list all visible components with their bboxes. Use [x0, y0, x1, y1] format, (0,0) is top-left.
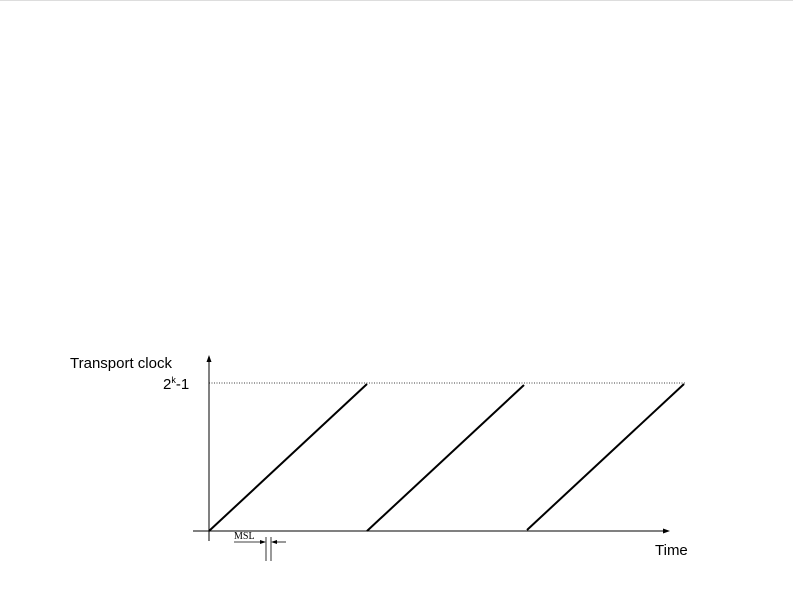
x-axis-arrowhead [663, 528, 670, 534]
msl-gap-marker: MSL [234, 531, 286, 561]
max-value-base: 2 [163, 376, 171, 393]
msl-label: MSL [234, 531, 255, 542]
y-axis-arrowhead [206, 355, 212, 362]
axes [193, 355, 670, 541]
max-value-label: 2k-1 [163, 375, 189, 393]
msl-left-arrowhead [260, 540, 266, 544]
sawtooth-ramps [208, 383, 685, 532]
clock-ramp-1 [208, 383, 368, 532]
y-axis-label: Transport clock [70, 355, 172, 372]
clock-ramp-2 [366, 384, 525, 532]
max-value-suffix: -1 [176, 376, 189, 393]
max-value-exponent: k [171, 375, 176, 385]
clock-ramp-3 [526, 383, 685, 531]
x-axis-label: Time [655, 542, 688, 559]
msl-right-arrowhead [271, 540, 277, 544]
